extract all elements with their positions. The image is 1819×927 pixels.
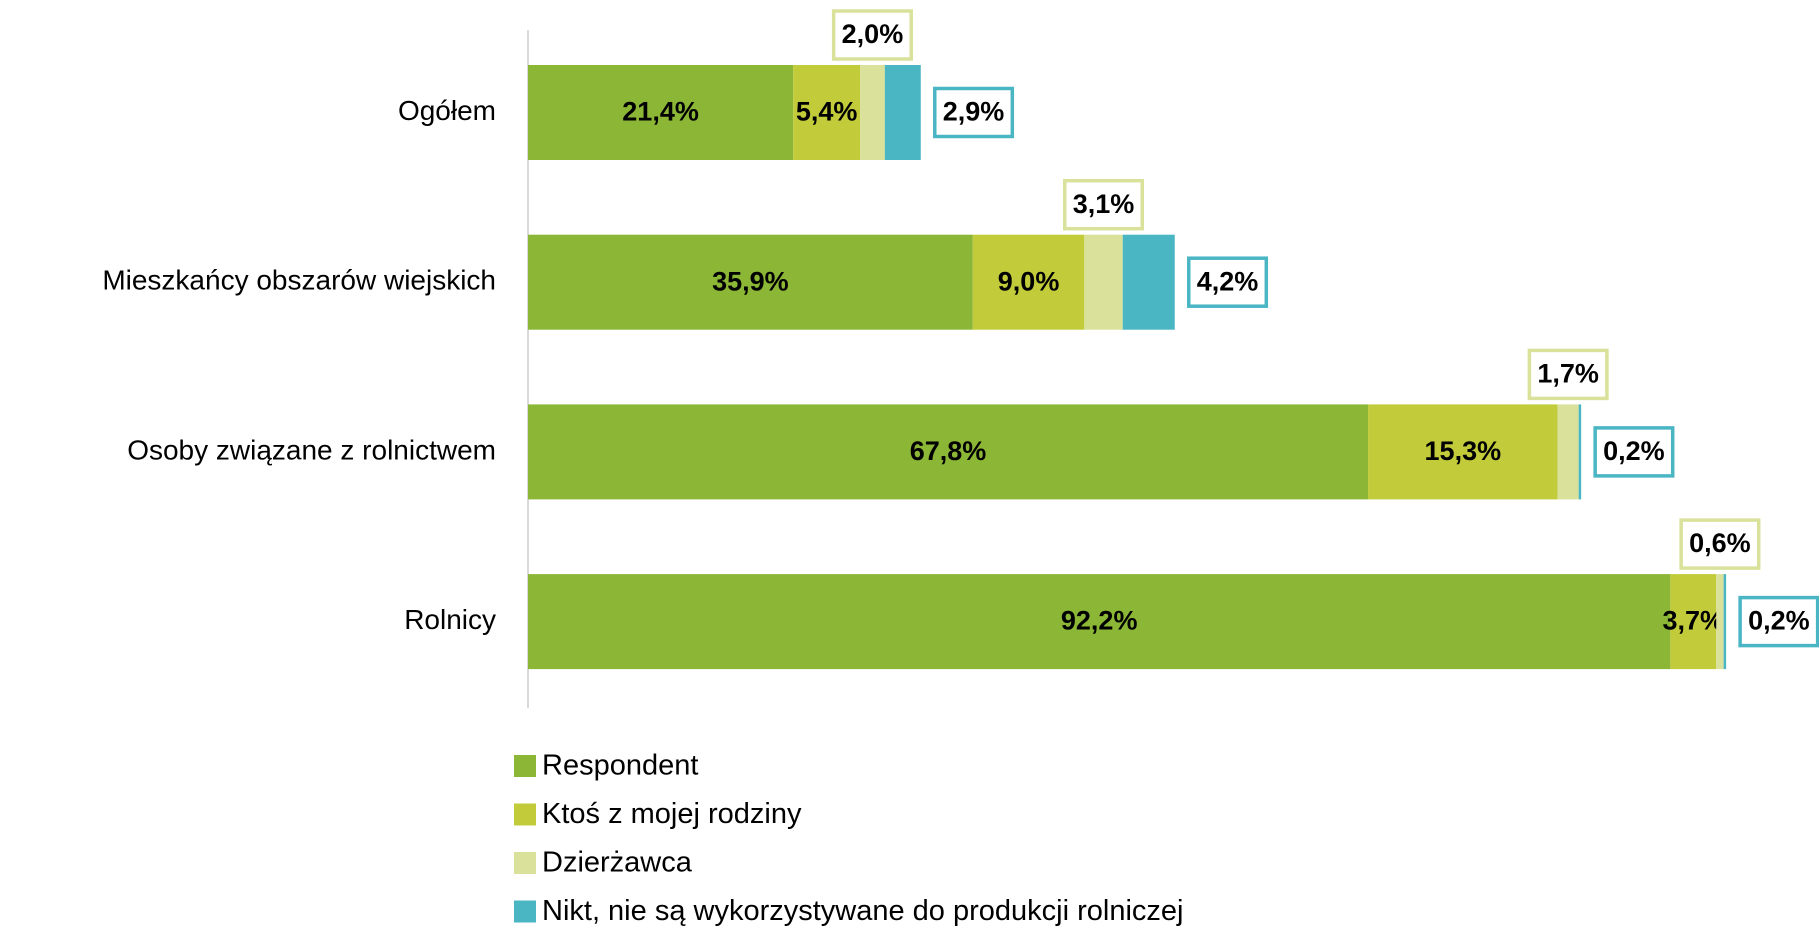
data-label: 2,9% (943, 97, 1005, 127)
bar-segment (1368, 404, 1558, 500)
label-box (1062, 178, 1145, 231)
data-label: 21,4% (622, 97, 699, 127)
label-box (1738, 595, 1819, 648)
data-label-group: 2,0% (831, 9, 913, 61)
data-label-group: 3,1% (1062, 178, 1145, 231)
data-label-group: 0,2% (1593, 426, 1675, 478)
bar-segment (528, 234, 973, 330)
data-label-group: 0,6% (1679, 518, 1761, 570)
bar-segment (528, 65, 794, 160)
label-box (1527, 348, 1609, 401)
bar-segment (1723, 574, 1727, 670)
bar-segment (1084, 234, 1123, 330)
bar-segment (1670, 574, 1717, 670)
category-label: Mieszkańcy obszarów wiejskich (102, 265, 496, 296)
legend-swatch (514, 852, 536, 874)
category-label: Osoby związane z rolnictwem (127, 434, 496, 465)
data-label-group: 1,7% (1527, 348, 1609, 401)
bar-segment (972, 234, 1085, 330)
category-label: Ogółem (398, 95, 496, 126)
data-label: 35,9% (712, 266, 789, 296)
data-label: 1,7% (1537, 359, 1599, 389)
data-label: 4,2% (1197, 266, 1259, 296)
legend-swatch (514, 803, 536, 826)
legend-label: Nikt, nie są wykorzystywane do produkcji… (542, 895, 1183, 927)
data-label: 0,2% (1603, 436, 1665, 466)
label-box (1679, 518, 1761, 570)
data-label: 2,0% (842, 19, 904, 49)
data-label: 9,0% (998, 266, 1060, 296)
data-label: 15,3% (1425, 436, 1502, 466)
bar-segment (793, 65, 861, 160)
bar-segment (884, 65, 921, 160)
data-label: 0,2% (1748, 606, 1810, 636)
data-label: 67,8% (910, 436, 987, 466)
bar-segment (528, 574, 1671, 670)
data-label: 0,6% (1689, 528, 1751, 558)
data-label: 92,2% (1061, 606, 1138, 636)
label-box (933, 86, 1015, 139)
legend-label: Ktoś z mojej rodziny (542, 798, 802, 830)
bar-segment (1578, 404, 1582, 500)
label-box (831, 9, 913, 61)
label-box (1187, 256, 1269, 308)
data-label: 3,1% (1073, 189, 1135, 219)
legend-swatch (514, 755, 536, 777)
bar-segment (1122, 234, 1175, 330)
legend-label: Respondent (542, 750, 698, 782)
data-label: 5,4% (796, 97, 858, 127)
bar-segment (1716, 574, 1724, 670)
label-box (1593, 426, 1675, 478)
bar-segment (860, 65, 885, 160)
data-label-group: 2,9% (933, 86, 1015, 139)
legend-swatch (514, 900, 536, 923)
legend-label: Dzierżawca (542, 847, 693, 879)
bar-segment (1557, 404, 1579, 500)
data-label: 3,7% (1663, 606, 1725, 636)
data-label-group: 4,2% (1187, 256, 1269, 308)
category-label: Rolnicy (404, 604, 496, 635)
data-label-group: 0,2% (1738, 595, 1819, 648)
bar-segment (528, 404, 1369, 500)
